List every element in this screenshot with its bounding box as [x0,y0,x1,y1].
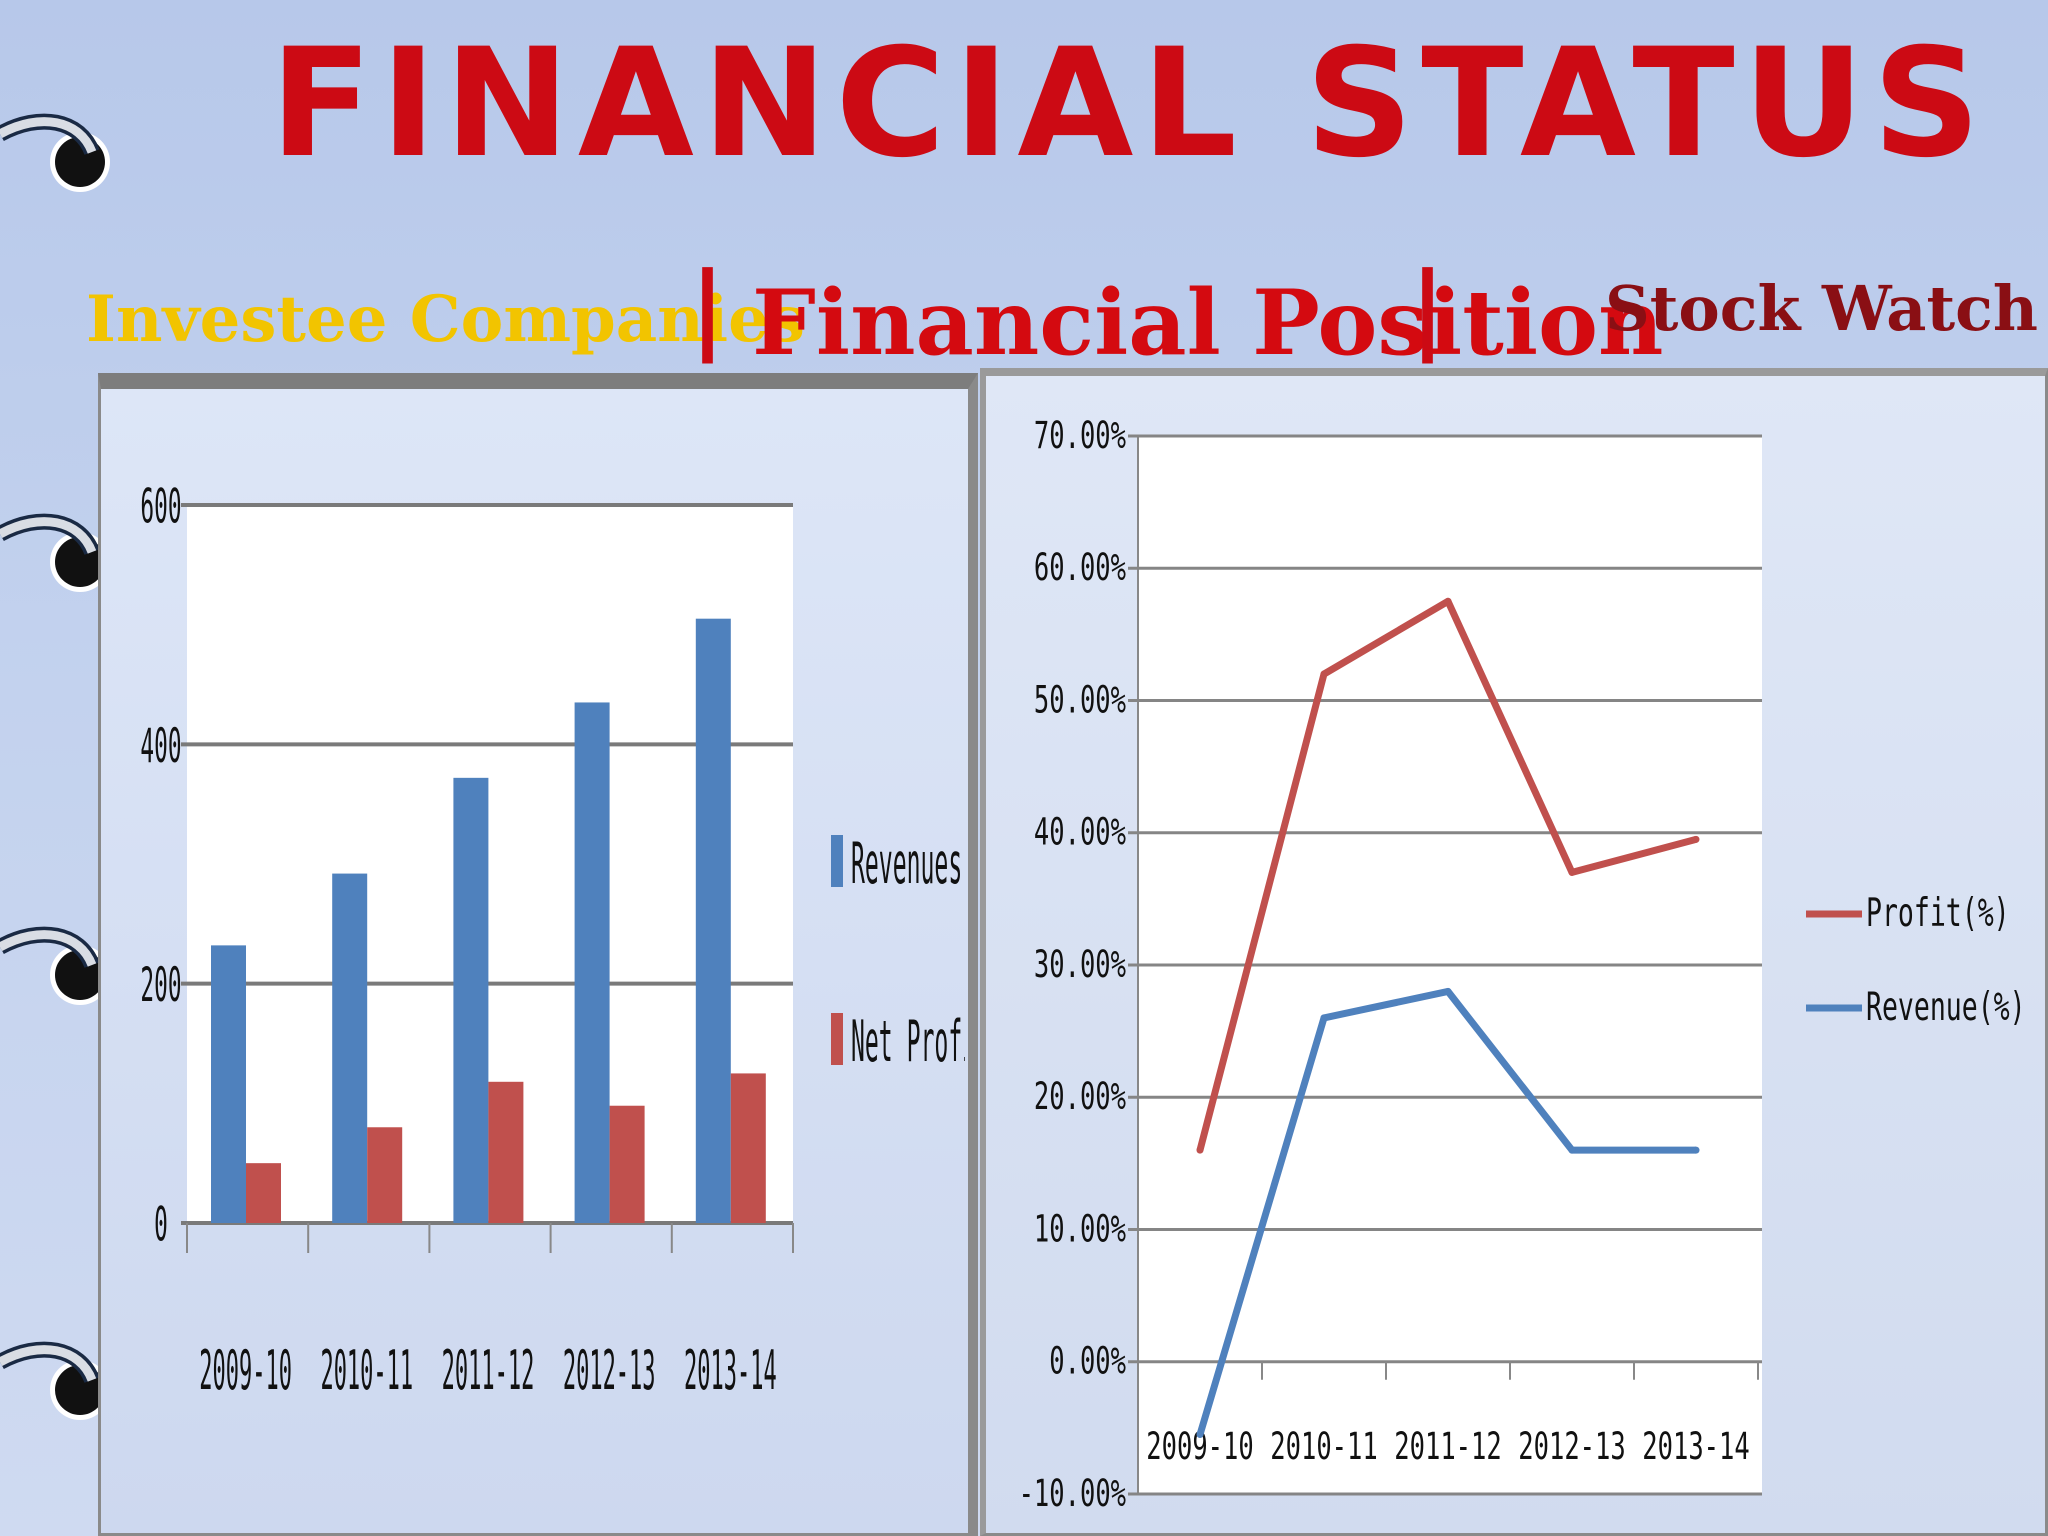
data-point [1320,670,1328,678]
line-chart-panel: -10.00% 0.00% 10.00% 20.00% 30.00% 40.00% 50.0… [980,368,2048,1536]
data-point [1320,1014,1328,1022]
y-tick-label: 200 [140,957,181,1013]
data-point [1692,835,1700,843]
bar-revenues [695,618,731,1223]
bar-net-profit [730,1073,766,1223]
x-tick-label: 2013-14 [1642,1424,1749,1468]
legend-label: Profit(%) [1866,890,2010,936]
y-tick-label: 10.00% [1034,1206,1126,1250]
nav-separator: | [1410,252,1446,364]
x-tick-label: 2009-10 [199,1339,292,1402]
x-tick-label: 2013-14 [684,1339,777,1402]
data-point [1196,1146,1204,1154]
y-tick-label: 400 [140,717,181,773]
binder-ring-icon [0,1341,110,1420]
x-tick-label: 2010-11 [1270,1424,1377,1468]
data-point [1568,868,1576,876]
bar-net-profit [367,1127,403,1223]
y-tick-label: 70.00% [1034,413,1126,457]
nav-investee-companies[interactable]: Investee Companies [86,282,805,357]
binder-ring-icon [0,113,110,192]
data-point [1196,1430,1204,1438]
y-tick-label: 0.00% [1049,1339,1126,1383]
data-point [1568,1146,1576,1154]
bar-net-profit [488,1081,524,1223]
bar-net-profit [609,1105,645,1223]
binder-ring-icon [0,513,110,592]
legend-label: Net Profit [851,1010,965,1075]
y-tick-label: 50.00% [1034,677,1126,721]
page-title: FINANCIAL STATUS [270,17,1989,191]
bar-net-profit [246,1163,281,1223]
y-tick-label: 40.00% [1034,810,1126,854]
legend-swatch [831,1013,843,1065]
nav-separator: | [690,252,726,364]
bar-chart-panel: 0 200 400 600 2009-10 2010-11 2011-12 2012-13 20… [98,373,978,1536]
bar-revenues [211,945,246,1223]
x-tick-label: 2011-12 [1394,1424,1501,1468]
data-point [1444,597,1452,605]
x-tick-label: 2011-12 [442,1339,535,1402]
nav-stock-watch[interactable]: Stock Watch [1605,272,2038,345]
x-tick-label: 2010-11 [320,1339,413,1402]
binder-ring-icon [0,926,110,1005]
nav-financial-position[interactable]: Financial Position [752,270,1664,376]
bar-chart: 0 200 400 600 2009-10 2010-11 2011-12 2012-13 20… [140,478,965,1402]
bar-revenues [574,702,610,1223]
line-chart: -10.00% 0.00% 10.00% 20.00% 30.00% 40.00% 50.0… [1019,413,2026,1515]
y-tick-label: 0 [154,1196,168,1252]
legend-label: Revenue(%) [1866,984,2026,1030]
bar-revenues [453,777,489,1223]
x-tick-label: 2012-13 [1518,1424,1625,1468]
legend-label: Revenues [851,832,962,897]
y-tick-label: 30.00% [1034,942,1126,986]
x-tick-label: 2012-13 [563,1339,656,1402]
y-tick-label: 600 [140,478,181,534]
data-point [1444,987,1452,995]
y-tick-label: -10.00% [1019,1471,1126,1515]
y-tick-label: 60.00% [1034,545,1126,589]
data-point [1692,1146,1700,1154]
bar-revenues [332,873,368,1223]
legend-swatch [831,835,843,887]
y-tick-label: 20.00% [1034,1074,1126,1118]
